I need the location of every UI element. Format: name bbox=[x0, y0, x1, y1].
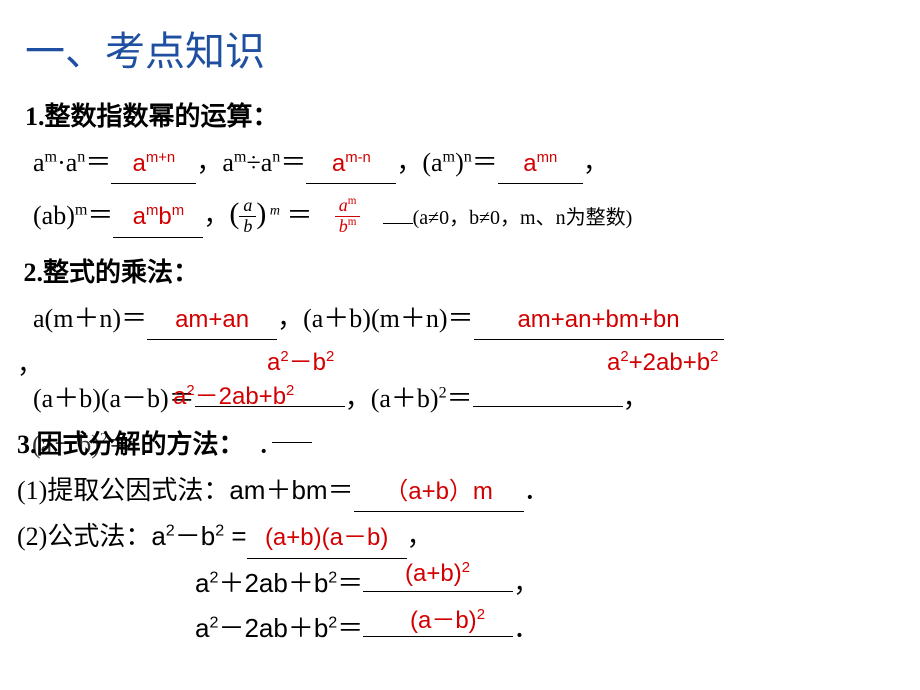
section-3-heading-line: (a－b)2＝ 3.因式分解的方法： ． bbox=[17, 424, 895, 466]
answer-7: am+an+bm+bn bbox=[517, 306, 679, 333]
section-3-line-2: (2)公式法：a2－b2 =(a+b)(a－b)， bbox=[17, 516, 895, 559]
section-3-line-1: (1)提取公因式法：am＋bm＝（a+b）m． bbox=[17, 470, 895, 513]
section-1-line-2: (ab)m＝ambm，(ab) m ＝ambm(a≠0，b≠0，m、n为整数) bbox=[33, 194, 895, 242]
answer-13: (a－b)2 bbox=[410, 602, 485, 640]
section-2-line-1: a(m＋n)＝am+an，(a＋b)(m＋n)＝am+an+bm+bn bbox=[33, 298, 895, 341]
section-1-heading: 1.整数指数幂的运算： bbox=[25, 96, 895, 138]
section-3-line-4: a2－2ab＋b2＝． (a－b)2 bbox=[195, 608, 895, 650]
answer-9-upper: a2+2ab+b2 bbox=[607, 344, 718, 382]
section-2-line-2: ， a2－b2 a2+2ab+b2 bbox=[17, 344, 895, 382]
answer-6: am+an bbox=[175, 306, 249, 333]
answer-10: （a+b）m bbox=[384, 478, 493, 505]
answer-2: am-n bbox=[332, 150, 371, 177]
section-2-heading: 2.整式的乘法： bbox=[17, 252, 895, 294]
section-3-line-3: a2＋2ab＋b2＝， (a+b)2 bbox=[195, 563, 895, 605]
fraction-ab: ab bbox=[239, 196, 256, 237]
answer-11: (a+b)(a－b) bbox=[265, 524, 388, 551]
main-title: 一、考点知识 bbox=[25, 20, 895, 84]
answer-8-upper: a2－b2 bbox=[267, 344, 334, 382]
answer-12: (a+b)2 bbox=[405, 555, 470, 593]
section-2-line-3: (a＋b)(a－b)＝，(a＋b)2＝， a2－2ab+b2 bbox=[33, 378, 895, 420]
condition-text: (a≠0，b≠0，m、n为整数) bbox=[413, 207, 633, 229]
answer-5: ambm bbox=[335, 196, 361, 237]
answer-4: ambm bbox=[133, 203, 185, 230]
section-1-line-1: am·an＝am+n，am÷an＝am-n，(am)n＝amn， bbox=[33, 142, 895, 185]
answer-8-overlap: a2－2ab+b2 bbox=[173, 378, 294, 416]
answer-1: am+n bbox=[133, 150, 176, 177]
answer-3: amn bbox=[523, 150, 557, 177]
